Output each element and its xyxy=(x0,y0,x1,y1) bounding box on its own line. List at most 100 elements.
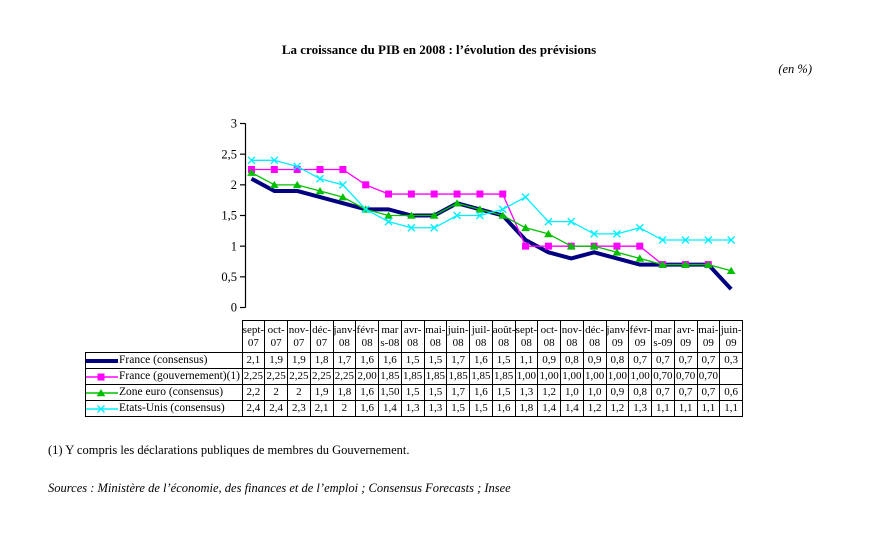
x-marker-icon xyxy=(293,162,302,171)
square-marker-icon xyxy=(430,190,438,198)
value-cell: 1,5 xyxy=(423,352,448,369)
value-cell: 2 xyxy=(264,384,288,401)
series-legend-cell: France (consensus) xyxy=(85,352,243,369)
forecast-table: sept- 07 oct- 07 nov- 07 déc- 07 janv- 08 fév… xyxy=(85,320,743,417)
triangle-marker-icon xyxy=(475,205,485,213)
value-cell: 1,00 xyxy=(560,368,584,385)
series-legend-cell: France (gouvernement)(1) xyxy=(85,368,243,385)
value-cell: 1,85 xyxy=(491,368,516,385)
value-cell: 1,00 xyxy=(537,368,561,385)
value-cell: 0,8 xyxy=(560,352,584,369)
triangle-marker-icon xyxy=(589,242,599,250)
x-line-legend-icon xyxy=(86,404,118,413)
square-marker-icon xyxy=(613,242,621,250)
value-cell: 1,5 xyxy=(400,384,425,401)
value-cell: 1,85 xyxy=(423,368,448,385)
y-tick-label: 2 xyxy=(231,178,237,192)
triangle-marker-icon xyxy=(726,266,736,275)
month-header-cell: janv- 08 xyxy=(332,320,357,353)
month-header-cell: nov- 08 xyxy=(560,320,584,353)
square-marker-icon xyxy=(499,190,507,198)
square-marker-icon xyxy=(659,261,667,269)
month-header-cell: juin- 09 xyxy=(719,320,743,353)
series-legend-cell: Etats-Unis (consensus) xyxy=(85,400,243,417)
x-marker-icon xyxy=(567,217,576,226)
square-marker-icon xyxy=(681,261,689,269)
value-cell: 1,6 xyxy=(469,352,493,369)
value-cell: 1,5 xyxy=(469,400,493,417)
value-cell: 0,7 xyxy=(628,352,652,369)
value-cell: 1,3 xyxy=(400,400,425,417)
value-cell: 1,00 xyxy=(582,368,607,385)
table-corner-cell xyxy=(86,321,243,353)
triangle-marker-icon xyxy=(704,260,713,268)
triangle-marker-icon xyxy=(247,168,256,176)
month-header-cell: févr- 09 xyxy=(628,320,652,353)
month-header-cell: févr- 08 xyxy=(355,320,379,353)
series-line xyxy=(251,159,732,241)
x-marker-icon xyxy=(407,223,416,232)
x-marker-icon xyxy=(544,217,553,226)
value-cell: 1,5 xyxy=(491,352,516,369)
sources-line: Sources : Ministère de l’économie, des f… xyxy=(48,481,511,495)
x-marker-icon xyxy=(475,211,484,220)
value-cell: 1,6 xyxy=(355,384,379,401)
forecast-table-body: France (consensus) 2,1 1,9 1,9 1,8 1,7 1,6 1,6 1… xyxy=(85,352,743,417)
month-header-cell: avr- 09 xyxy=(673,320,698,353)
x-marker-icon xyxy=(635,223,644,232)
value-cell: 0,9 xyxy=(605,384,630,401)
x-marker-icon xyxy=(681,236,690,245)
value-cell: 1,1 xyxy=(719,400,743,417)
value-cell: 1,85 xyxy=(378,368,402,385)
value-cell: 1,7 xyxy=(332,352,357,369)
value-cell: 1,0 xyxy=(582,384,607,401)
series-legend-label: Zone euro (consensus) xyxy=(119,385,224,398)
y-tick-label: 0,5 xyxy=(221,270,237,284)
value-cell: 1,9 xyxy=(287,352,311,369)
triangle-marker-icon xyxy=(681,260,690,268)
month-header-cell: oct- 07 xyxy=(264,320,288,353)
value-cell: 1,1 xyxy=(696,400,721,417)
value-cell: 0,3 xyxy=(719,352,743,369)
series-line xyxy=(251,172,732,272)
value-cell: 1,50 xyxy=(378,384,402,401)
value-cell: 2,25 xyxy=(287,368,311,385)
value-cell: 1,00 xyxy=(605,368,630,385)
triangle-marker-icon xyxy=(521,223,530,232)
triangle-marker-icon xyxy=(635,254,645,262)
table-row: France (gouvernement)(1) 2,25 2,25 2,25 2,25… xyxy=(85,368,743,385)
value-cell: 0,9 xyxy=(582,352,607,369)
square-marker-icon xyxy=(636,242,644,250)
square-marker-icon xyxy=(339,166,347,174)
unit-label: (en %) xyxy=(778,62,812,76)
footnote: (1) Y compris les déclarations publiques… xyxy=(48,443,410,457)
value-cell: 1,7 xyxy=(446,352,470,369)
table-row: Zone euro (consensus) 2,2 2 2 1,9 1,8 1,6 1,50 1… xyxy=(85,384,743,401)
square-marker-icon xyxy=(407,190,415,198)
value-cell: 2 xyxy=(287,384,311,401)
x-marker-icon xyxy=(521,193,530,202)
series-legend-label: France (gouvernement)(1) xyxy=(119,369,241,382)
value-cell: 0,70 xyxy=(651,368,675,385)
thick-line-legend-icon xyxy=(86,358,118,363)
value-cell: 0,70 xyxy=(696,368,721,385)
value-cell: 1,8 xyxy=(514,400,539,417)
x-marker-icon xyxy=(247,156,256,165)
table-row: Etats-Unis (consensus) 2,4 2,4 2,3 2,1 2 1,6 1,… xyxy=(85,400,743,417)
value-cell: 0,7 xyxy=(651,352,675,369)
value-cell: 1,1 xyxy=(514,352,539,369)
triangle-marker-icon xyxy=(270,180,279,189)
value-cell: 0,70 xyxy=(673,368,698,385)
value-cell: 0,7 xyxy=(651,384,675,401)
value-cell: 1,0 xyxy=(560,384,584,401)
triangle-marker-icon xyxy=(566,242,576,250)
x-marker-icon xyxy=(590,229,599,238)
value-cell: 0,8 xyxy=(605,352,630,369)
value-cell: 1,4 xyxy=(378,400,402,417)
value-cell: 2 xyxy=(332,400,357,417)
x-marker-icon xyxy=(453,211,462,220)
square-marker-icon xyxy=(522,242,530,250)
y-tick-label: 3 xyxy=(231,117,237,131)
square-marker-icon xyxy=(316,166,324,174)
